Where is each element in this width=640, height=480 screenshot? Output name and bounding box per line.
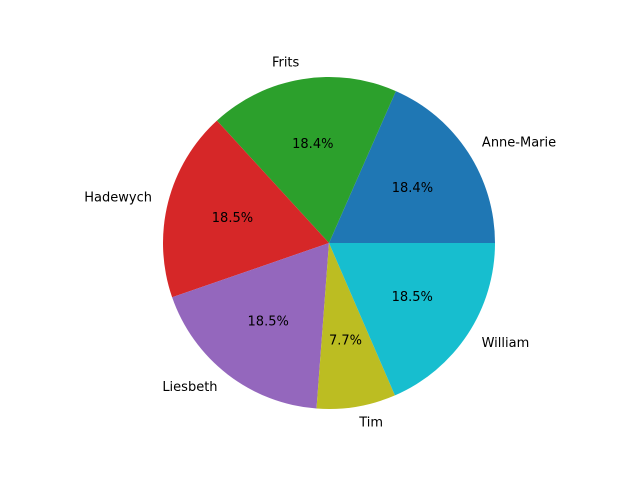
pie-pct-label-hadewych: 18.5%	[212, 211, 253, 226]
pie-category-label-hadewych: Hadewych	[84, 191, 152, 206]
pie-slice-tim	[316, 243, 395, 410]
pie-category-label-frits: Frits	[272, 55, 300, 70]
pie-category-label-william: William	[482, 336, 530, 351]
slices-layer	[162, 76, 495, 410]
pie-pct-label-liesbeth: 18.5%	[248, 314, 289, 329]
pie-category-label-anne-marie: Anne-Marie	[482, 136, 556, 151]
labels-layer: 18.4% Anne-Marie 18.4% Frits 18.5% Hadewych 18…	[84, 55, 556, 430]
pie-category-label-liesbeth: Liesbeth	[162, 380, 217, 395]
pie-pct-label-frits: 18.4%	[292, 137, 333, 152]
pie-slice-frits	[216, 76, 396, 243]
pie-slice-william	[329, 243, 495, 396]
pie-category-label-tim: Tim	[358, 416, 383, 431]
pie-slice-anne-marie	[329, 91, 495, 243]
pie-slice-hadewych	[162, 120, 329, 298]
pie-pct-label-anne-marie: 18.4%	[392, 181, 433, 196]
pie-pct-label-william: 18.5%	[392, 290, 433, 305]
pie-pct-label-tim: 7.7%	[329, 334, 362, 349]
pie-slice-liesbeth	[172, 243, 329, 409]
